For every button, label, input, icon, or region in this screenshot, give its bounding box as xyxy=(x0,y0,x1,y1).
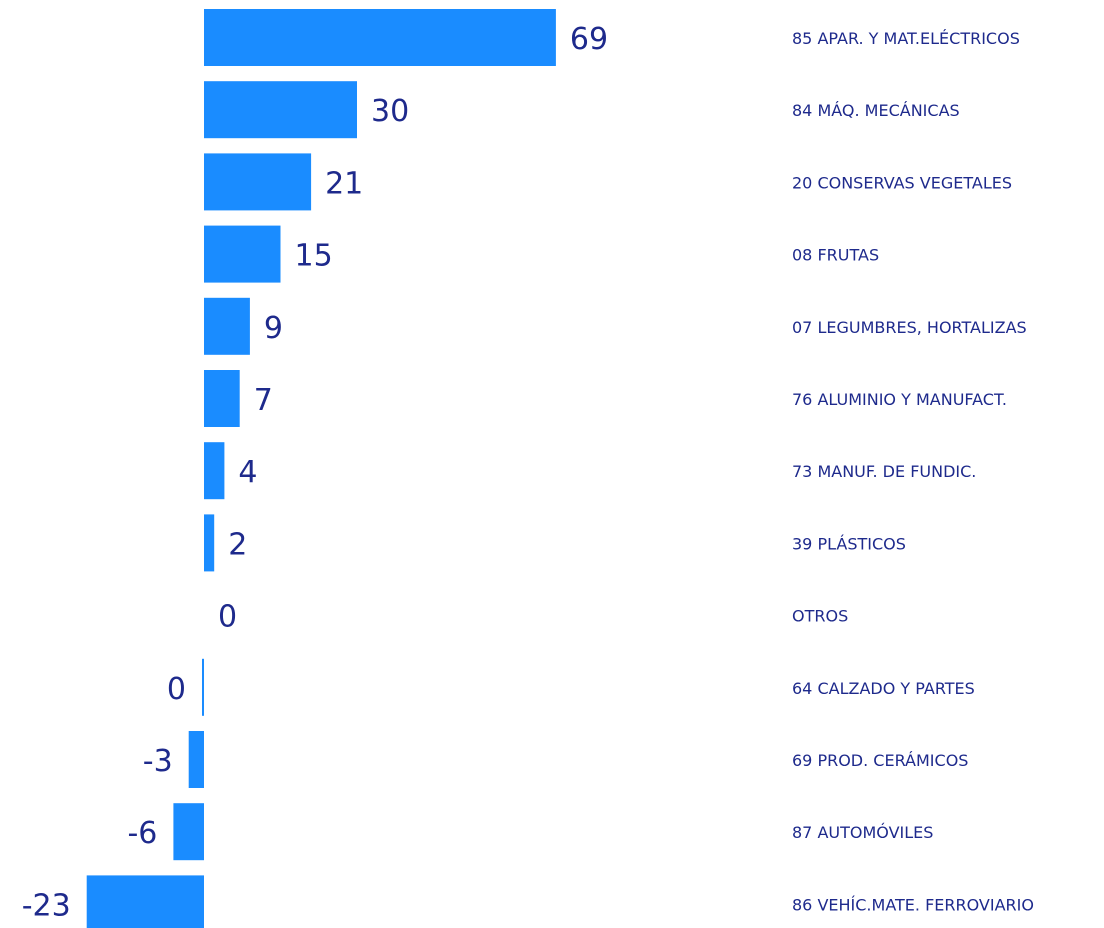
category-label: 76 ALUMINIO Y MANUFACT. xyxy=(792,390,1007,409)
category-label: 07 LEGUMBRES, HORTALIZAS xyxy=(792,318,1027,337)
bar-7 xyxy=(204,442,225,500)
bar-3 xyxy=(204,153,312,211)
bar-12 xyxy=(173,803,204,861)
category-label: 87 AUTOMÓVILES xyxy=(792,823,933,842)
category-label: 39 PLÁSTICOS xyxy=(792,534,906,553)
bar-10 xyxy=(202,658,204,716)
value-label: 4 xyxy=(238,455,257,490)
value-label: 9 xyxy=(264,311,283,346)
value-label: 69 xyxy=(570,22,608,57)
bar-4 xyxy=(204,225,281,283)
value-label: 15 xyxy=(295,239,333,274)
bar-13 xyxy=(86,875,204,928)
category-label: 73 MANUF. DE FUNDIC. xyxy=(792,462,976,481)
value-label: 7 xyxy=(254,383,273,418)
category-label: 08 FRUTAS xyxy=(792,246,879,265)
value-label: -6 xyxy=(127,816,157,851)
bar-8 xyxy=(204,514,215,572)
category-label: 20 CONSERVAS VEGETALES xyxy=(792,173,1012,192)
value-label: 0 xyxy=(167,672,186,707)
category-label: 85 APAR. Y MAT.ELÉCTRICOS xyxy=(792,29,1020,48)
value-label: 30 xyxy=(371,94,409,129)
value-label: 0 xyxy=(218,600,237,635)
bar-11 xyxy=(188,731,204,788)
category-label: 69 PROD. CERÁMICOS xyxy=(792,751,968,770)
bar-1 xyxy=(204,9,556,66)
category-label: 64 CALZADO Y PARTES xyxy=(792,679,975,698)
bar-2 xyxy=(204,81,357,139)
value-label: 2 xyxy=(228,527,247,562)
value-label: -23 xyxy=(22,888,71,923)
value-label: -3 xyxy=(143,744,173,779)
category-label: 86 VEHÍC.MATE. FERROVIARIO xyxy=(792,895,1034,914)
value-label: 21 xyxy=(325,166,363,201)
bar-5 xyxy=(204,297,250,355)
category-label: OTROS xyxy=(792,607,848,626)
category-label: 84 MÁQ. MECÁNICAS xyxy=(792,101,960,120)
bar-6 xyxy=(204,370,240,427)
